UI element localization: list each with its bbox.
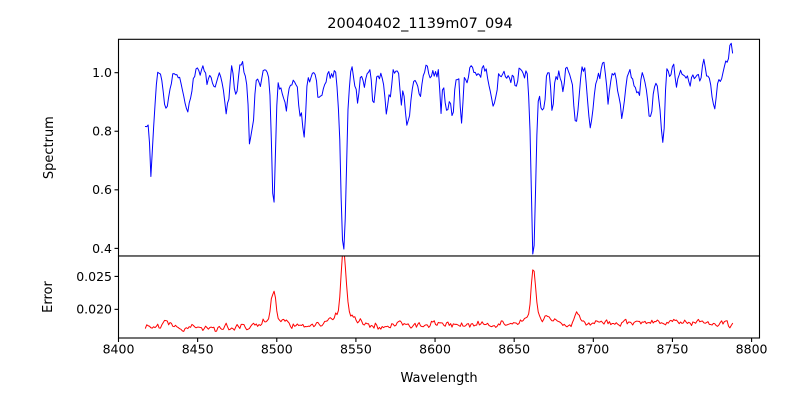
y-axis-label-spectrum: Spectrum	[42, 116, 57, 179]
x-tick-label-7: 8750	[657, 342, 689, 357]
y-tick-label-spectrum-0: 0.4	[92, 241, 112, 256]
x-tick-label-1: 8450	[182, 342, 214, 357]
panel-error: 0.020 0.025 Error	[41, 255, 761, 339]
x-tick-label-2: 8500	[261, 342, 293, 357]
plot-area-spectrum	[118, 39, 760, 256]
x-tick-label-8: 8800	[736, 342, 768, 357]
y-axis-label-error: Error	[41, 281, 56, 313]
page-title: 20040402_1139m07_094	[327, 16, 512, 32]
y-tick-label-spectrum-2: 0.8	[92, 124, 112, 139]
y-tick-label-error-1: 0.025	[76, 269, 112, 284]
x-tick-label-5: 8650	[498, 342, 530, 357]
plot-area-error	[118, 256, 760, 338]
x-tick-label-4: 8600	[419, 342, 451, 357]
axes-spines-error	[117, 255, 761, 339]
x-tick-label-6: 8700	[577, 342, 609, 357]
y-tick-label-error-0: 0.020	[76, 302, 112, 317]
x-tick-label-0: 8400	[103, 342, 135, 357]
axis-decorations: 8400 8450 8500 8550 8600 8650 8700 8750 8800	[103, 338, 768, 357]
x-tick-label-3: 8550	[340, 342, 372, 357]
x-axis-label: Wavelength	[400, 371, 477, 386]
data-line-error	[144, 256, 734, 332]
panel-spectrum: 0.4 0.6 0.8 1.0 Spectrum	[42, 38, 761, 257]
y-tick-label-spectrum-3: 1.0	[92, 65, 112, 80]
y-tick-label-spectrum-1: 0.6	[92, 182, 112, 197]
data-line-spectrum	[144, 42, 734, 255]
